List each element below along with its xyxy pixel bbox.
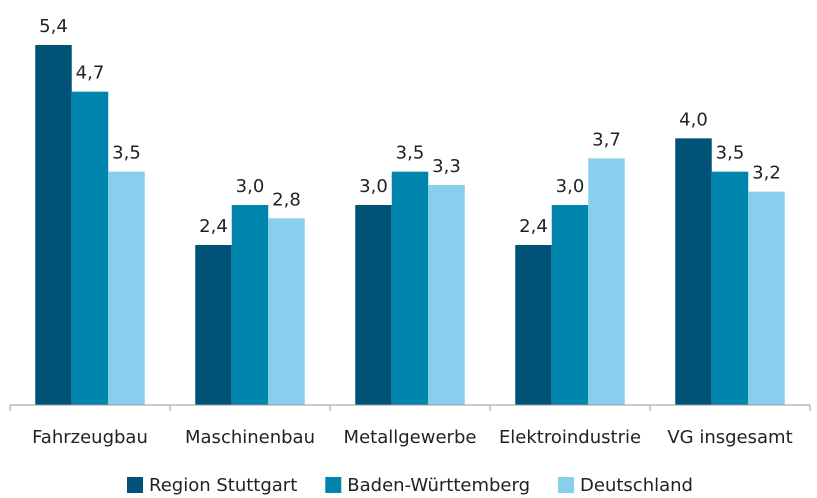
data-label: 3,0	[236, 176, 265, 197]
bar	[675, 138, 712, 406]
data-label: 2,4	[519, 216, 548, 237]
bar	[195, 245, 232, 405]
legend-swatch	[558, 477, 575, 493]
data-label: 3,2	[752, 163, 781, 184]
data-label: 4,0	[679, 109, 708, 130]
x-tick-label: Fahrzeugbau	[32, 427, 148, 448]
x-tick-label: Maschinenbau	[185, 427, 315, 448]
data-label: 3,5	[396, 143, 425, 164]
bar	[231, 205, 269, 405]
data-label: 3,5	[716, 143, 745, 164]
x-tick-label: VG insgesamt	[667, 427, 792, 448]
bar	[428, 185, 465, 405]
bar	[355, 205, 392, 405]
bar	[748, 191, 785, 405]
legend-swatch	[127, 477, 144, 493]
bar	[515, 245, 552, 405]
x-tick-label: Elektroindustrie	[499, 427, 641, 448]
data-label: 2,8	[272, 189, 301, 210]
legend-label: Deutschland	[580, 475, 693, 496]
bar	[551, 205, 589, 405]
legend-swatch	[325, 477, 342, 493]
data-label: 2,4	[199, 216, 228, 237]
legend: Region Stuttgart Baden-Württemberg Deutsch…	[127, 475, 693, 496]
bar	[108, 171, 145, 405]
bar	[35, 45, 72, 405]
data-label: 3,5	[112, 143, 141, 164]
data-label: 5,4	[39, 16, 68, 37]
x-tick-label: Metallgewerbe	[344, 427, 477, 448]
data-label: 3,3	[432, 156, 461, 177]
data-label: 4,7	[76, 63, 105, 84]
bar	[71, 91, 109, 406]
legend-label: Baden-Württemberg	[347, 475, 530, 496]
bar	[268, 218, 305, 405]
bar	[391, 171, 429, 405]
data-label: 3,7	[592, 129, 621, 150]
bar	[711, 171, 749, 405]
bar	[588, 158, 625, 405]
data-label: 3,0	[556, 176, 585, 197]
data-label: 3,0	[359, 176, 388, 197]
legend-label: Region Stuttgart	[149, 475, 297, 496]
